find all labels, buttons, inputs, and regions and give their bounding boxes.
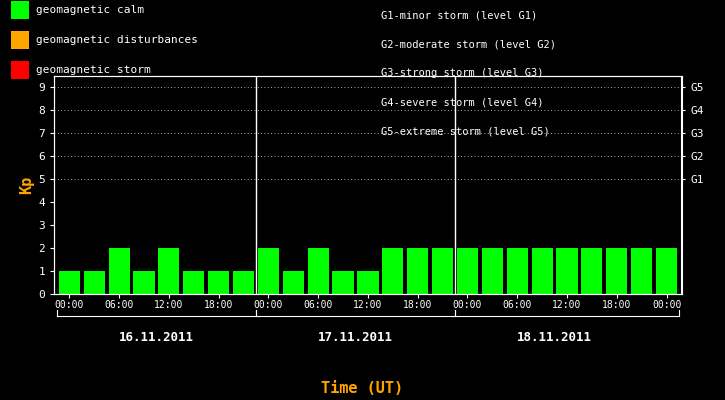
Bar bbox=[656, 248, 677, 294]
Bar bbox=[307, 248, 328, 294]
Bar bbox=[432, 248, 453, 294]
Y-axis label: Kp: Kp bbox=[20, 176, 34, 194]
Bar bbox=[158, 248, 179, 294]
Text: 16.11.2011: 16.11.2011 bbox=[119, 331, 194, 344]
Bar bbox=[557, 248, 578, 294]
Bar bbox=[507, 248, 528, 294]
Bar bbox=[631, 248, 652, 294]
Text: geomagnetic storm: geomagnetic storm bbox=[36, 65, 151, 75]
Bar bbox=[581, 248, 602, 294]
Text: G1-minor storm (level G1): G1-minor storm (level G1) bbox=[381, 10, 537, 20]
Bar bbox=[83, 271, 105, 294]
Bar bbox=[531, 248, 552, 294]
Bar bbox=[333, 271, 354, 294]
Bar bbox=[606, 248, 627, 294]
Bar bbox=[382, 248, 403, 294]
Bar bbox=[258, 248, 279, 294]
Text: Time (UT): Time (UT) bbox=[321, 381, 404, 396]
Text: 17.11.2011: 17.11.2011 bbox=[318, 331, 393, 344]
Text: 18.11.2011: 18.11.2011 bbox=[517, 331, 592, 344]
Bar bbox=[133, 271, 154, 294]
Bar bbox=[183, 271, 204, 294]
Text: G5-extreme storm (level G5): G5-extreme storm (level G5) bbox=[381, 127, 550, 137]
Bar bbox=[357, 271, 378, 294]
Text: G4-severe storm (level G4): G4-severe storm (level G4) bbox=[381, 98, 543, 108]
Text: G3-strong storm (level G3): G3-strong storm (level G3) bbox=[381, 68, 543, 78]
Bar bbox=[283, 271, 304, 294]
Text: geomagnetic disturbances: geomagnetic disturbances bbox=[36, 35, 198, 45]
Bar bbox=[457, 248, 478, 294]
Bar bbox=[407, 248, 428, 294]
Bar bbox=[482, 248, 503, 294]
Bar bbox=[59, 271, 80, 294]
Text: G2-moderate storm (level G2): G2-moderate storm (level G2) bbox=[381, 39, 555, 49]
Bar bbox=[208, 271, 229, 294]
Text: geomagnetic calm: geomagnetic calm bbox=[36, 5, 144, 15]
Bar bbox=[109, 248, 130, 294]
Bar bbox=[233, 271, 254, 294]
